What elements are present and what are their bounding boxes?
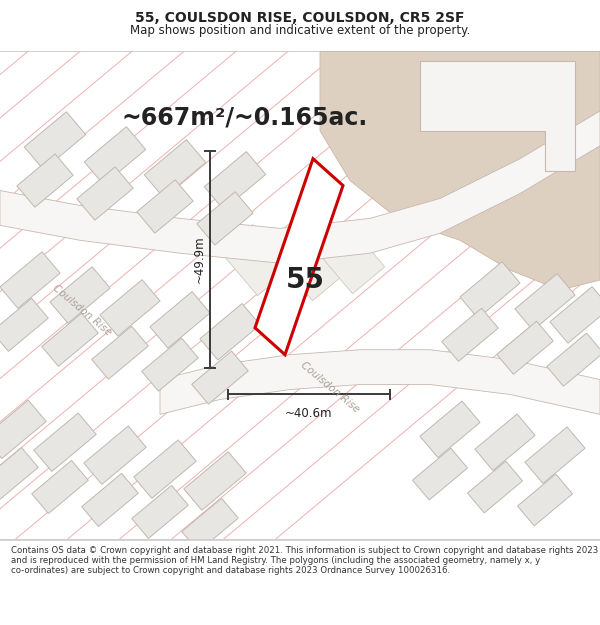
- Polygon shape: [24, 112, 86, 170]
- Polygon shape: [550, 287, 600, 343]
- Polygon shape: [42, 313, 98, 366]
- Polygon shape: [92, 326, 148, 379]
- Text: ~40.6m: ~40.6m: [285, 408, 333, 421]
- Polygon shape: [134, 440, 196, 498]
- Polygon shape: [0, 448, 38, 501]
- Polygon shape: [442, 308, 498, 361]
- Polygon shape: [150, 292, 210, 348]
- Polygon shape: [84, 426, 146, 484]
- Text: Contains OS data © Crown copyright and database right 2021. This information is : Contains OS data © Crown copyright and d…: [11, 546, 598, 576]
- Text: Coulsdon Rise: Coulsdon Rise: [299, 360, 361, 415]
- Polygon shape: [17, 154, 73, 208]
- Polygon shape: [82, 473, 138, 526]
- Polygon shape: [275, 229, 345, 301]
- Polygon shape: [467, 461, 523, 513]
- Polygon shape: [142, 338, 198, 391]
- Text: 55: 55: [286, 266, 325, 294]
- Polygon shape: [0, 252, 60, 308]
- Polygon shape: [420, 61, 575, 171]
- Polygon shape: [420, 401, 480, 458]
- Polygon shape: [192, 351, 248, 404]
- Polygon shape: [525, 427, 585, 483]
- Polygon shape: [197, 192, 253, 245]
- Polygon shape: [515, 274, 575, 330]
- Polygon shape: [255, 159, 343, 355]
- Polygon shape: [0, 111, 600, 263]
- Polygon shape: [100, 279, 160, 336]
- Text: Coulsdon Rise: Coulsdon Rise: [51, 282, 113, 338]
- Polygon shape: [315, 222, 385, 294]
- Text: ~667m²/~0.165ac.: ~667m²/~0.165ac.: [122, 106, 368, 130]
- Polygon shape: [0, 400, 46, 459]
- Polygon shape: [497, 321, 553, 374]
- Polygon shape: [200, 304, 260, 360]
- Polygon shape: [412, 448, 467, 500]
- Text: 55, COULSDON RISE, COULSDON, CR5 2SF: 55, COULSDON RISE, COULSDON, CR5 2SF: [135, 11, 465, 25]
- Polygon shape: [517, 474, 572, 526]
- Polygon shape: [460, 262, 520, 318]
- Polygon shape: [77, 167, 133, 220]
- Polygon shape: [220, 224, 290, 296]
- Polygon shape: [184, 452, 246, 510]
- Polygon shape: [84, 127, 146, 185]
- Polygon shape: [547, 333, 600, 386]
- Polygon shape: [34, 413, 96, 471]
- Polygon shape: [475, 414, 535, 471]
- Polygon shape: [160, 350, 600, 414]
- Polygon shape: [182, 498, 238, 551]
- Text: Map shows position and indicative extent of the property.: Map shows position and indicative extent…: [130, 24, 470, 37]
- Polygon shape: [204, 152, 266, 209]
- Text: ~49.9m: ~49.9m: [193, 236, 205, 283]
- Polygon shape: [137, 180, 193, 233]
- Polygon shape: [320, 51, 600, 290]
- Polygon shape: [0, 298, 48, 351]
- Polygon shape: [32, 461, 88, 514]
- Polygon shape: [144, 139, 206, 198]
- Polygon shape: [50, 267, 110, 323]
- Polygon shape: [132, 486, 188, 538]
